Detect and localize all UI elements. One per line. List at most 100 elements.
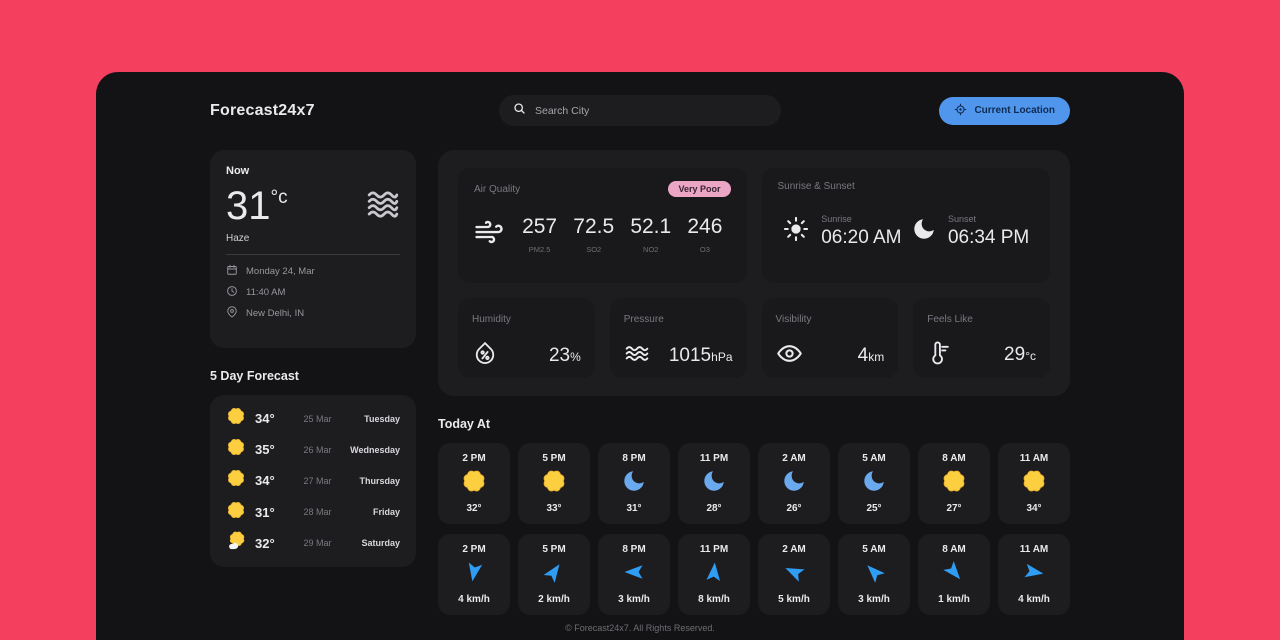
forecast-day: Saturday <box>361 538 400 549</box>
clock-icon <box>226 285 238 300</box>
hourly-temp-card[interactable]: 2 AM 26° <box>758 443 830 524</box>
moon-icon <box>781 468 807 499</box>
waves-icon <box>624 340 650 371</box>
sunset-time: 06:34 PM <box>947 227 1030 248</box>
pressure-card: Pressure 1015hPa <box>609 298 747 378</box>
sunrise-label: Sunrise <box>821 214 852 224</box>
hour-temp: 31° <box>626 503 642 514</box>
weather-condition: Haze <box>226 233 250 244</box>
hourly-wind-card[interactable]: 2 PM 4 km/h <box>438 534 510 615</box>
moon-icon <box>621 468 647 499</box>
right-column: Air Quality Very Poor 257 PM2.5 72.5 SO2… <box>438 150 1070 615</box>
air-quality-card: Air Quality Very Poor 257 PM2.5 72.5 SO2… <box>458 168 747 283</box>
air-quality-metric: 72.5 SO2 <box>573 215 614 254</box>
left-column: Now 31°c Haze Monday 24, Mar 11:40 AM <box>210 150 416 615</box>
search-input[interactable] <box>535 104 767 117</box>
hour-temp: 34° <box>1026 503 1042 514</box>
humidity-droplet-icon <box>472 340 498 371</box>
air-quality-metric: 52.1 NO2 <box>630 215 671 254</box>
hour-label: 5 PM <box>542 453 566 464</box>
metric-name: NO2 <box>643 245 659 254</box>
hour-temp: 25° <box>866 503 882 514</box>
forecast-day: Wednesday <box>350 444 400 455</box>
metric-name: O3 <box>699 245 710 254</box>
wind-direction-arrow-icon <box>542 560 566 589</box>
humidity-value: 23% <box>548 344 581 366</box>
pressure-value: 1015hPa <box>668 344 733 366</box>
current-temperature: 31°c <box>226 184 288 228</box>
hourly-temp-card[interactable]: 2 PM 32° <box>438 443 510 524</box>
calendar-icon <box>226 264 238 279</box>
hourly-temp-card[interactable]: 11 AM 34° <box>998 443 1070 524</box>
metric-value: 257 <box>522 215 558 238</box>
hour-wind-speed: 5 km/h <box>778 594 810 605</box>
hourly-temp-card[interactable]: 11 PM 28° <box>678 443 750 524</box>
hourly-temp-card[interactable]: 5 AM 25° <box>838 443 910 524</box>
forecast-temp: 34° <box>255 411 275 427</box>
sunrise-sunset-card: Sunrise & Sunset Sunrise 06:20 AM <box>761 168 1050 283</box>
metric-name: PM2.5 <box>528 245 551 254</box>
hour-label: 5 PM <box>542 544 566 555</box>
hour-label: 8 PM <box>622 453 646 464</box>
humidity-card: Humidity 23% <box>458 298 595 378</box>
sun-icon <box>541 468 567 499</box>
hourly-wind-card[interactable]: 5 PM 2 km/h <box>518 534 590 615</box>
hourly-wind-row: 2 PM 4 km/h 5 PM 2 km/h 8 PM 3 km/h 11 P… <box>438 534 1070 615</box>
current-city: New Delhi, IN <box>246 308 305 319</box>
hour-wind-speed: 3 km/h <box>858 594 890 605</box>
sun-icon <box>226 500 246 525</box>
now-label: Now <box>226 165 250 177</box>
current-location-row: New Delhi, IN <box>226 306 400 321</box>
hourly-wind-card[interactable]: 2 AM 5 km/h <box>758 534 830 615</box>
forecast-date: 25 Mar <box>303 413 332 424</box>
current-location-button[interactable]: Current Location <box>939 96 1070 125</box>
wind-direction-arrow-icon <box>702 560 726 589</box>
hour-temp: 32° <box>466 503 482 514</box>
wind-direction-arrow-icon <box>782 560 806 589</box>
hourly-wind-card[interactable]: 5 AM 3 km/h <box>838 534 910 615</box>
hourly-wind-card[interactable]: 11 AM 4 km/h <box>998 534 1070 615</box>
search-bar[interactable] <box>499 95 781 126</box>
hour-label: 11 AM <box>1019 544 1049 555</box>
current-date: Monday 24, Mar <box>246 266 315 277</box>
hourly-temp-card[interactable]: 5 PM 33° <box>518 443 590 524</box>
visibility-value: 4km <box>857 345 885 366</box>
five-day-forecast-card: 34° 25 Mar Tuesday 35° 26 Mar Wednesday … <box>210 395 416 567</box>
hour-label: 5 AM <box>862 453 886 464</box>
today-at-title: Today At <box>438 417 491 431</box>
hourly-wind-card[interactable]: 8 AM 1 km/h <box>918 534 990 615</box>
sunrise-group: Sunrise 06:20 AM <box>782 214 902 249</box>
hour-wind-speed: 4 km/h <box>458 594 490 605</box>
divider <box>226 254 400 255</box>
footer-copyright: © Forecast24x7. All Rights Reserved. <box>565 623 715 633</box>
temperature-unit: °c <box>270 187 288 208</box>
sunrise-sunset-label: Sunrise & Sunset <box>777 181 855 192</box>
sun-icon <box>226 437 246 462</box>
hour-temp: 33° <box>546 503 562 514</box>
sunrise-sun-icon <box>782 215 810 248</box>
forecast-temp: 31° <box>255 504 275 520</box>
wind-direction-arrow-icon <box>862 560 886 589</box>
hour-label: 11 PM <box>699 544 729 555</box>
app-header: Forecast24x7 Current Location <box>210 72 1070 127</box>
hourly-temp-card[interactable]: 8 AM 27° <box>918 443 990 524</box>
forecast-row: 32° 29 Mar Saturday <box>226 531 400 556</box>
hourly-wind-card[interactable]: 8 PM 3 km/h <box>598 534 670 615</box>
sunset-moon-icon <box>911 216 937 247</box>
forecast-temp: 34° <box>255 473 275 489</box>
forecast-row: 34° 25 Mar Tuesday <box>226 406 400 431</box>
hour-wind-speed: 2 km/h <box>538 594 570 605</box>
hour-wind-speed: 3 km/h <box>618 594 650 605</box>
hour-label: 2 PM <box>462 544 486 555</box>
hour-label: 2 AM <box>782 453 806 464</box>
search-icon <box>513 102 526 120</box>
app-logo[interactable]: Forecast24x7 <box>210 101 315 119</box>
todays-highlights-card: Air Quality Very Poor 257 PM2.5 72.5 SO2… <box>438 150 1070 396</box>
hourly-temp-card[interactable]: 8 PM 31° <box>598 443 670 524</box>
forecast-row: 35° 26 Mar Wednesday <box>226 437 400 462</box>
visibility-label: Visibility <box>775 314 812 325</box>
air-quality-metrics: 257 PM2.5 72.5 SO2 52.1 NO2 246 O3 <box>514 215 731 254</box>
hourly-wind-card[interactable]: 11 PM 8 km/h <box>678 534 750 615</box>
sun-icon <box>1021 468 1047 499</box>
hour-label: 8 AM <box>942 544 966 555</box>
